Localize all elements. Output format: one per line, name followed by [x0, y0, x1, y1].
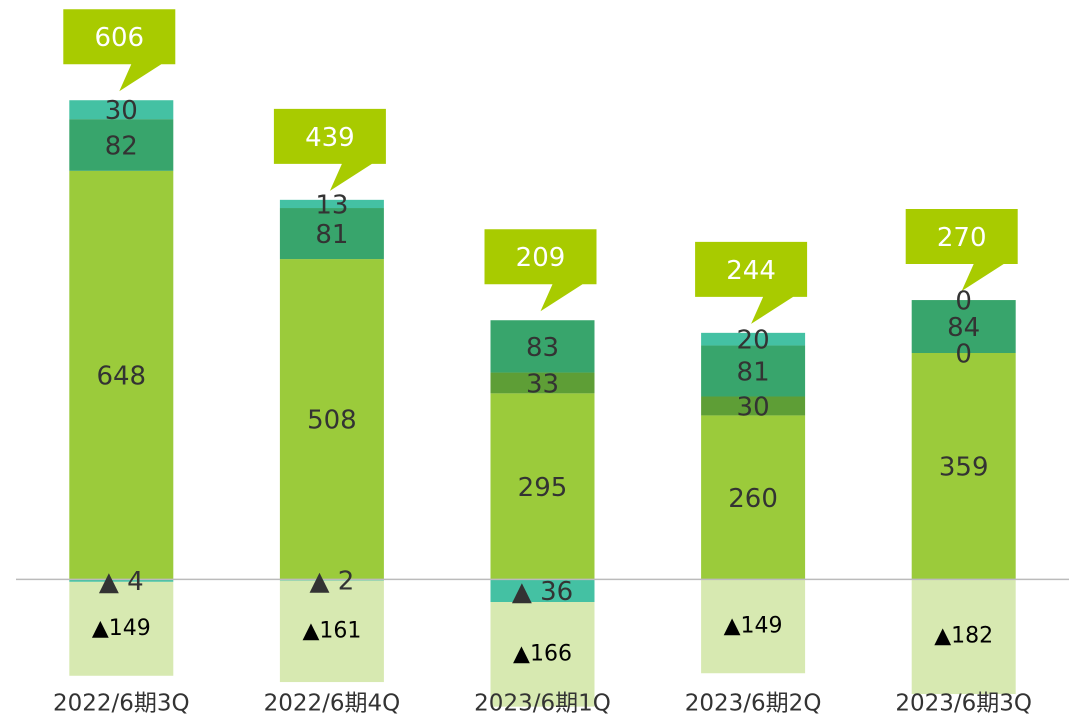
x-tick-label: 2022/6期4Q: [264, 691, 401, 717]
bar-segment: [701, 345, 806, 397]
x-tick-label: 2023/6期2Q: [685, 691, 822, 717]
total-label: 606: [94, 23, 144, 53]
value-label: ▲ 36: [512, 577, 573, 607]
bar-segment: [911, 353, 1016, 580]
value-label: 13: [315, 190, 348, 220]
value-label: ▲ 2: [309, 566, 354, 596]
bar-segment: [69, 579, 174, 582]
value-label: 0: [955, 340, 972, 370]
total-label: 244: [726, 256, 776, 286]
value-label: ▲149: [724, 613, 783, 638]
bar-segment: [701, 415, 806, 580]
bar-segment: [490, 393, 595, 580]
value-label: 84: [947, 313, 980, 343]
bar-segment: [69, 170, 174, 580]
total-label: 270: [937, 223, 987, 253]
bar-segment: [490, 602, 595, 707]
value-label: 83: [526, 333, 559, 363]
value-label: ▲182: [934, 624, 993, 649]
x-tick-label: 2023/6期1Q: [474, 691, 611, 717]
x-tick-label: 2023/6期3Q: [895, 691, 1032, 717]
value-label: 359: [939, 453, 989, 483]
total-callout: [695, 241, 808, 324]
value-label: 81: [315, 220, 348, 250]
value-label: 260: [728, 484, 778, 514]
value-label: 20: [737, 326, 770, 356]
value-label: 81: [737, 357, 770, 387]
bar-segment: [701, 579, 806, 674]
bar-segment: [69, 581, 174, 676]
bar-segment: [279, 208, 384, 260]
value-label: ▲161: [302, 618, 361, 643]
bar-segment: [279, 259, 384, 580]
value-label: 508: [307, 406, 357, 436]
bar-segment: [69, 119, 174, 171]
total-label: 209: [516, 243, 566, 273]
bar-segment: [279, 199, 384, 209]
bar-segment: [701, 332, 806, 346]
value-label: 0: [955, 287, 972, 317]
value-label: ▲149: [92, 616, 151, 641]
value-label: 30: [737, 392, 770, 422]
bar-segment: [279, 580, 384, 683]
bar-segment: [490, 579, 595, 603]
x-tick-label: 2022/6期3Q: [53, 691, 190, 717]
value-label: 82: [105, 131, 138, 161]
bar-segment: [911, 300, 1016, 354]
value-label: 648: [96, 362, 146, 392]
total-callout: [484, 229, 597, 312]
value-label: ▲166: [513, 641, 572, 666]
value-label: 30: [105, 96, 138, 126]
total-callout: [273, 108, 386, 191]
total-callout: [63, 9, 176, 92]
value-label: 295: [518, 473, 568, 503]
bar-segment: [911, 579, 1016, 695]
bar-segment: [490, 320, 595, 373]
value-label: ▲ 4: [99, 567, 144, 597]
total-callout: [905, 209, 1018, 292]
total-label: 439: [305, 123, 355, 153]
value-label: 33: [526, 369, 559, 399]
bar-segment: [701, 396, 806, 416]
bar-segment: [69, 100, 174, 120]
bar-segment: [490, 372, 595, 394]
